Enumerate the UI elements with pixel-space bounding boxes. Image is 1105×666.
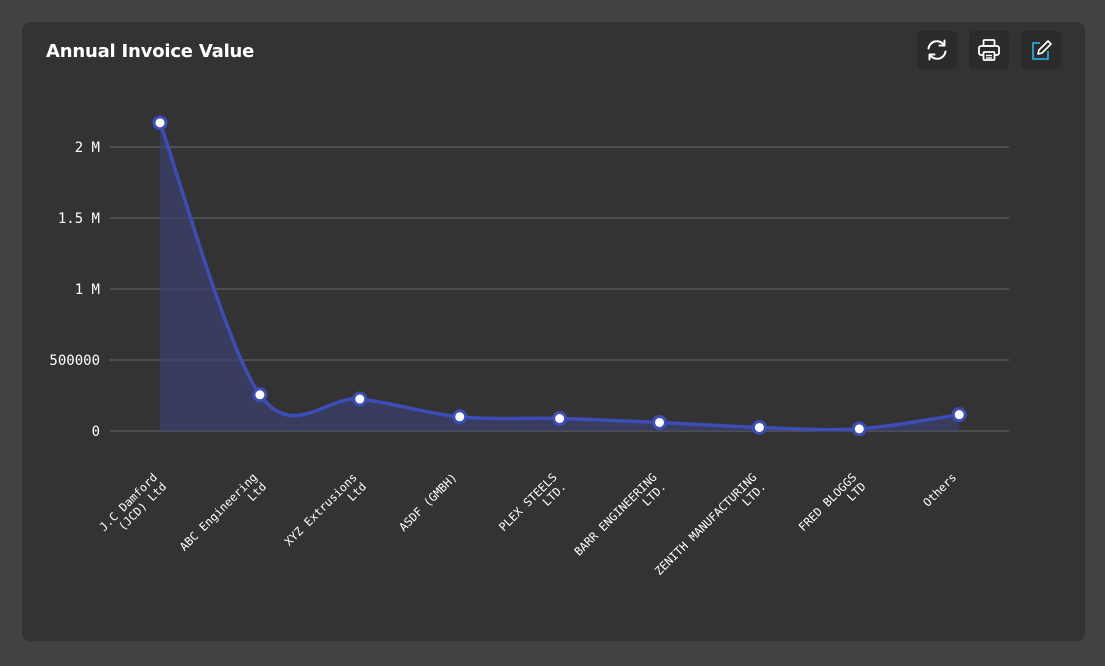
x-category-label: XYZ ExtrusionsLtd xyxy=(281,470,369,558)
y-tick-label: 1 M xyxy=(75,282,100,298)
x-category-label-line: BARR ENGINEERING xyxy=(571,470,659,558)
x-category-label: FRED BLOGGSLTD xyxy=(796,470,869,543)
x-category-label-line: XYZ Extrusions xyxy=(281,470,359,548)
y-tick-label: 2 M xyxy=(75,140,100,156)
x-category-label: BARR ENGINEERINGLTD. xyxy=(571,470,668,567)
data-point xyxy=(552,411,568,427)
data-point xyxy=(152,115,168,131)
x-category-label: ZENITH MANUFACTURINGLTD. xyxy=(652,470,769,587)
x-category-label-line: ASDF (GMBH) xyxy=(396,470,460,534)
edit-button[interactable] xyxy=(1021,31,1061,69)
x-category-label: Others xyxy=(920,470,959,509)
y-tick-label: 1.5 M xyxy=(58,211,100,227)
data-point xyxy=(951,407,967,423)
data-point xyxy=(252,387,268,403)
edit-icon xyxy=(1032,40,1052,60)
print-icon xyxy=(978,39,1000,61)
x-category-label: J.C Damford(JCD) Ltd xyxy=(96,470,169,543)
x-category-label-line: ZENITH MANUFACTURING xyxy=(652,470,760,578)
chart-title: Annual Invoice Value xyxy=(46,41,255,62)
data-point xyxy=(652,414,667,430)
x-category-label: ASDF (GMBH) xyxy=(396,470,460,534)
y-tick-label: 0 xyxy=(92,424,100,440)
x-category-label-line: ABC Engineering xyxy=(177,470,260,553)
print-button[interactable] xyxy=(969,31,1009,69)
x-category-label: PLEX STEELSLTD. xyxy=(496,470,569,543)
chart-toolbar xyxy=(917,31,1061,69)
y-tick-label: 500000 xyxy=(49,353,100,369)
data-point xyxy=(751,419,767,435)
refresh-icon xyxy=(927,39,947,61)
data-point xyxy=(352,391,368,407)
x-category-label: ABC EngineeringLtd xyxy=(177,470,270,563)
x-category-label-line: Others xyxy=(920,470,959,509)
refresh-button[interactable] xyxy=(917,31,957,69)
data-point xyxy=(452,409,468,425)
x-category-label-line: FRED BLOGGS xyxy=(796,470,860,534)
series-line xyxy=(158,122,960,432)
series-area xyxy=(160,122,960,432)
data-point xyxy=(851,421,867,437)
